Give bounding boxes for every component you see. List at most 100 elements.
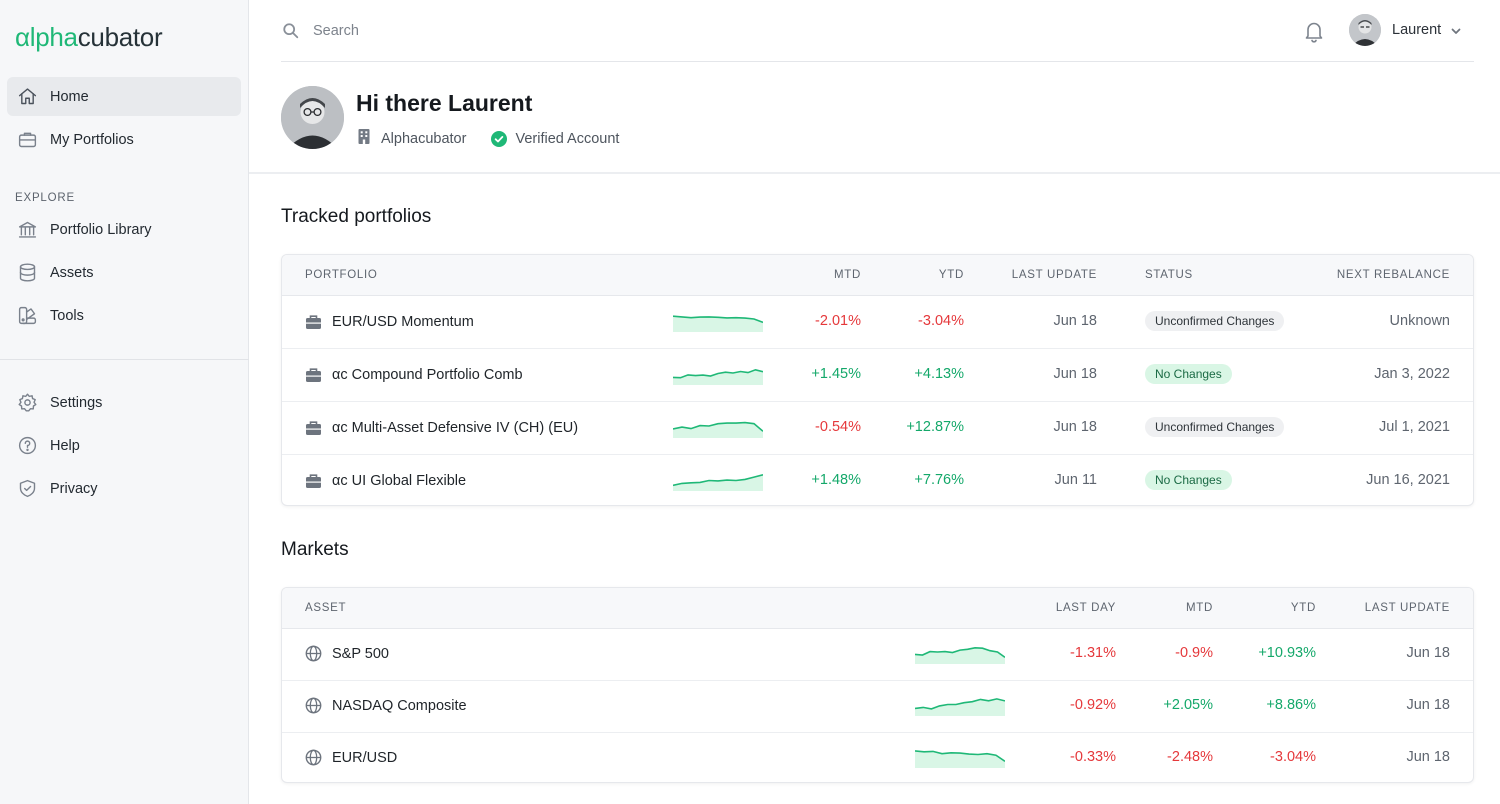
sidebar-item-label: Tools bbox=[50, 307, 84, 324]
sidebar-item-home[interactable]: Home bbox=[7, 77, 241, 116]
column-header-mtd[interactable]: MTD bbox=[1185, 602, 1213, 614]
profile-avatar bbox=[281, 86, 344, 149]
column-header-last-update[interactable]: LAST UPDATE bbox=[1011, 269, 1097, 281]
notification-bell-icon[interactable] bbox=[1303, 19, 1325, 43]
asset-name-cell[interactable]: EUR/USD bbox=[305, 749, 397, 766]
table-row[interactable]: αc Compound Portfolio Comb +1.45% +4.13% Ju… bbox=[282, 349, 1473, 402]
markets-table: ASSET LAST DAY MTD YTD LAST UPDATE S&P 5… bbox=[281, 587, 1474, 783]
topbar-divider bbox=[281, 61, 1474, 62]
last-day-value: -0.33% bbox=[1070, 749, 1116, 765]
sparkline-line bbox=[672, 315, 764, 324]
status-badge: No Changes bbox=[1145, 364, 1232, 384]
briefcase-icon bbox=[305, 419, 322, 436]
next-rebalance-value: Jul 1, 2021 bbox=[1379, 419, 1450, 435]
table-row[interactable]: αc Multi-Asset Defensive IV (CH) (EU) -0.… bbox=[282, 402, 1473, 455]
user-menu[interactable]: Laurent bbox=[1349, 14, 1462, 46]
asset-name-cell[interactable]: NASDAQ Composite bbox=[305, 697, 467, 714]
portfolio-name[interactable]: EUR/USD Momentum bbox=[332, 313, 474, 330]
sparkline-area bbox=[673, 474, 763, 491]
sidebar-item-assets[interactable]: Assets bbox=[7, 253, 241, 292]
sparkline-line bbox=[672, 421, 764, 432]
profile-meta: Alphacubator Verified Account bbox=[356, 128, 619, 149]
column-header-status[interactable]: STATUS bbox=[1145, 269, 1193, 281]
sparkline-container bbox=[672, 417, 764, 443]
database-icon bbox=[16, 262, 38, 284]
globe-icon bbox=[305, 749, 322, 766]
column-header-portfolio[interactable]: PORTFOLIO bbox=[305, 269, 378, 281]
last-update-value: Jun 18 bbox=[1053, 313, 1097, 329]
last-update-value: Jun 18 bbox=[1053, 419, 1097, 435]
sparkline-line bbox=[914, 698, 1006, 710]
asset-name[interactable]: EUR/USD bbox=[332, 749, 398, 766]
markets-title: Markets bbox=[281, 539, 349, 560]
ytd-value: +12.87% bbox=[906, 419, 964, 435]
sidebar-item-label: Privacy bbox=[50, 480, 98, 497]
portfolio-name-cell[interactable]: αc Multi-Asset Defensive IV (CH) (EU) bbox=[305, 419, 578, 436]
globe-icon bbox=[305, 645, 322, 662]
column-header-next-rebalance[interactable]: NEXT REBALANCE bbox=[1336, 269, 1450, 281]
column-header-last-day[interactable]: LAST DAY bbox=[1055, 602, 1116, 614]
portfolio-name-cell[interactable]: EUR/USD Momentum bbox=[305, 313, 474, 330]
sparkline-container bbox=[672, 470, 764, 496]
search-input[interactable] bbox=[313, 19, 713, 43]
column-header-last-update[interactable]: LAST UPDATE bbox=[1364, 602, 1450, 614]
column-header-asset[interactable]: ASSET bbox=[305, 602, 347, 614]
sidebar-item-my-portfolios[interactable]: My Portfolios bbox=[7, 120, 241, 159]
sidebar-item-help[interactable]: Help bbox=[7, 426, 241, 465]
ytd-value: -3.04% bbox=[1270, 749, 1316, 765]
sparkline-container bbox=[672, 311, 764, 337]
search-icon bbox=[282, 22, 300, 40]
briefcase-icon bbox=[305, 472, 322, 489]
column-header-ytd[interactable]: YTD bbox=[938, 269, 964, 281]
table-row[interactable]: EUR/USD -0.33% -2.48% -3.04% Jun 18 bbox=[282, 733, 1473, 782]
sidebar-item-privacy[interactable]: Privacy bbox=[7, 469, 241, 508]
sparkline-area bbox=[673, 422, 763, 438]
sidebar-item-label: My Portfolios bbox=[50, 131, 134, 148]
sparkline-area bbox=[673, 316, 763, 332]
asset-name[interactable]: S&P 500 bbox=[332, 645, 389, 662]
table-row[interactable]: NASDAQ Composite -0.92% +2.05% +8.86% Jun 18 bbox=[282, 681, 1473, 733]
organization-name: Alphacubator bbox=[381, 130, 467, 147]
sidebar-item-label: Assets bbox=[50, 264, 94, 281]
sparkline-area bbox=[673, 369, 763, 385]
sparkline-chart bbox=[914, 646, 1006, 664]
sparkline-area bbox=[915, 698, 1005, 716]
mtd-value: -0.9% bbox=[1175, 645, 1213, 661]
next-rebalance-value: Jan 3, 2022 bbox=[1374, 366, 1450, 382]
sidebar: αlphacubator Home My Portfolios EXPLORE … bbox=[0, 0, 249, 804]
sparkline-area bbox=[915, 647, 1005, 664]
table-row[interactable]: EUR/USD Momentum -2.01% -3.04% Jun 18 Unconf… bbox=[282, 296, 1473, 349]
portfolio-name[interactable]: αc UI Global Flexible bbox=[332, 472, 467, 489]
last-update-value: Jun 18 bbox=[1053, 366, 1097, 382]
sparkline-line bbox=[914, 750, 1006, 762]
column-header-mtd[interactable]: MTD bbox=[833, 269, 861, 281]
column-header-ytd[interactable]: YTD bbox=[1290, 602, 1316, 614]
verification-status: Verified Account bbox=[515, 130, 620, 147]
portfolio-name-cell[interactable]: αc Compound Portfolio Comb bbox=[305, 366, 523, 383]
next-rebalance-value: Unknown bbox=[1389, 313, 1450, 329]
portfolio-name-cell[interactable]: αc UI Global Flexible bbox=[305, 472, 466, 489]
portfolio-name[interactable]: αc Compound Portfolio Comb bbox=[332, 366, 523, 383]
status-badge: Unconfirmed Changes bbox=[1145, 417, 1285, 437]
sidebar-item-tools[interactable]: Tools bbox=[7, 296, 241, 335]
help-icon bbox=[16, 435, 38, 457]
check-circle-icon bbox=[491, 130, 508, 147]
table-row[interactable]: S&P 500 -1.31% -0.9% +10.93% Jun 18 bbox=[282, 629, 1473, 681]
sparkline-container bbox=[914, 747, 1006, 773]
portfolio-name[interactable]: αc Multi-Asset Defensive IV (CH) (EU) bbox=[332, 419, 579, 436]
table-header: PORTFOLIO MTD YTD LAST UPDATE STATUS NEX… bbox=[282, 255, 1473, 296]
app-logo[interactable]: αlphacubator bbox=[15, 22, 163, 52]
bank-icon bbox=[16, 219, 38, 241]
sidebar-item-label: Home bbox=[50, 88, 89, 105]
sidebar-item-label: Portfolio Library bbox=[50, 221, 152, 238]
ytd-value: -3.04% bbox=[918, 313, 964, 329]
asset-name-cell[interactable]: S&P 500 bbox=[305, 645, 389, 662]
table-row[interactable]: αc UI Global Flexible +1.48% +7.76% Jun 11 N… bbox=[282, 455, 1473, 505]
asset-name[interactable]: NASDAQ Composite bbox=[332, 697, 467, 714]
mtd-value: +2.05% bbox=[1163, 697, 1213, 713]
mtd-value: -2.01% bbox=[815, 313, 861, 329]
sparkline-line bbox=[672, 368, 764, 379]
sidebar-item-settings[interactable]: Settings bbox=[7, 383, 241, 422]
explore-section-label: EXPLORE bbox=[15, 192, 75, 204]
sidebar-item-portfolio-library[interactable]: Portfolio Library bbox=[7, 210, 241, 249]
